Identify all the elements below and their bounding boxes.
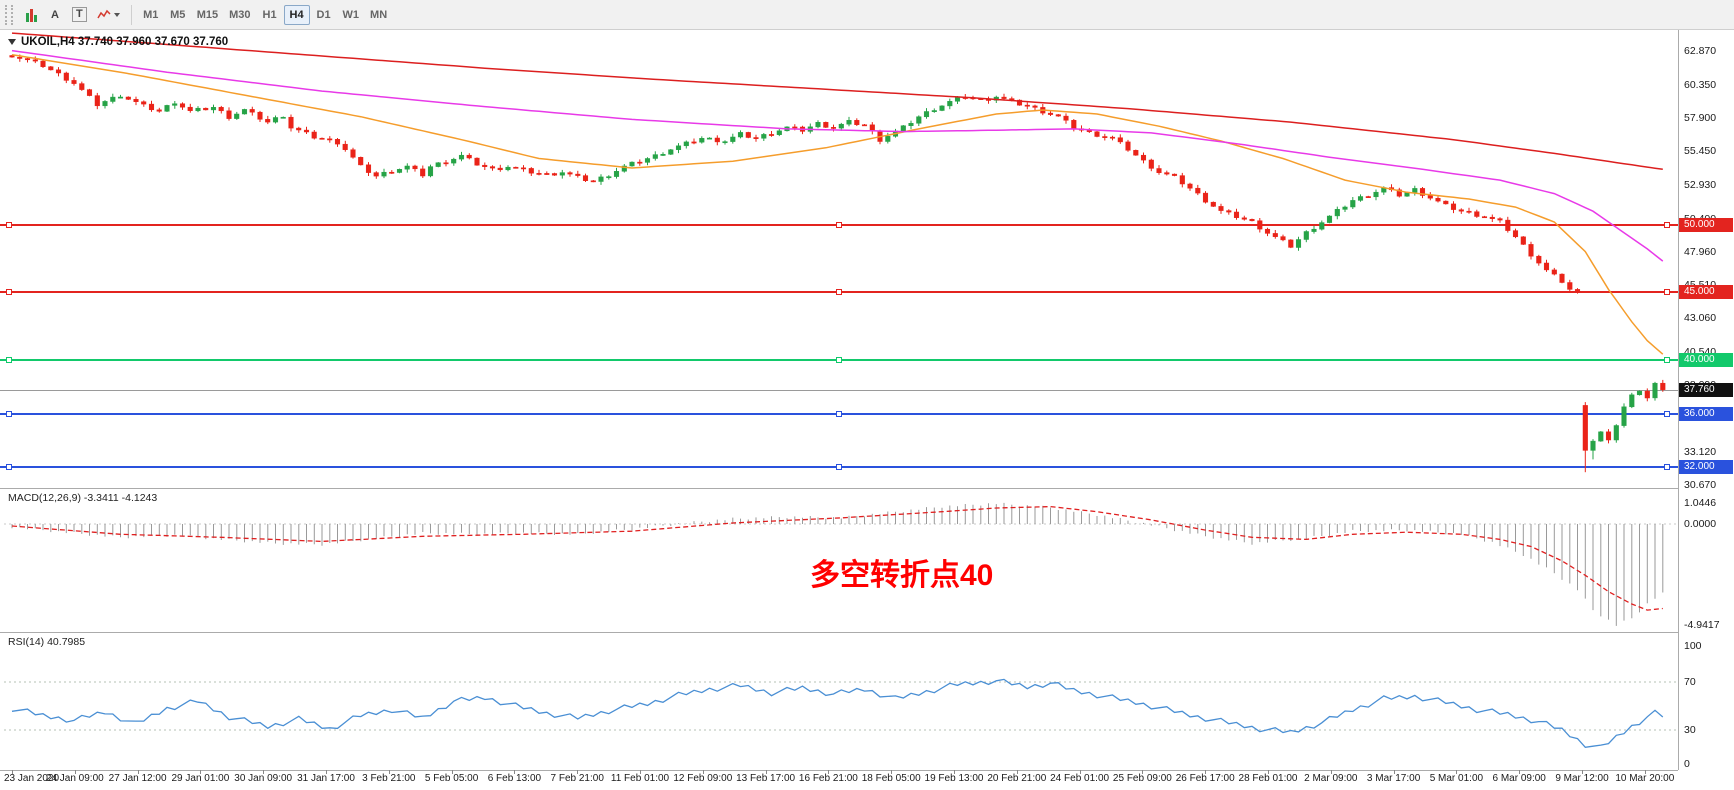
triangle-marker-icon	[8, 39, 16, 45]
macd-indicator-label: MACD(12,26,9) -3.3411 -4.1243	[8, 492, 158, 504]
chart-type-button[interactable]	[19, 4, 43, 26]
toolbar-drag-handle[interactable]	[5, 4, 13, 25]
timeframe-button-M5[interactable]: M5	[165, 5, 191, 25]
chevron-down-icon	[113, 12, 120, 17]
toolbar-separator	[130, 4, 132, 25]
text-tool-label: T	[72, 7, 87, 22]
indicators-button[interactable]	[92, 4, 125, 26]
timeframe-button-group: M1 M5 M15 M30 H1 H4 D1 W1 MN	[138, 4, 392, 25]
timeframe-button-M1[interactable]: M1	[138, 5, 164, 25]
timeframe-button-M30[interactable]: M30	[224, 5, 255, 25]
rsi-indicator-label: RSI(14) 40.7985	[8, 636, 86, 648]
symbol-ohlc-label: UKOIL,H4 37.740 37.960 37.670 37.760	[8, 36, 228, 48]
timeframe-button-H1[interactable]: H1	[257, 5, 283, 25]
panel-separator-main-macd[interactable]	[0, 488, 1678, 489]
timeframe-button-MN[interactable]: MN	[365, 5, 392, 25]
candlestick-chart-icon	[25, 8, 37, 22]
current-price-line	[0, 389, 1678, 391]
annotation-text: 多空转折点40	[810, 559, 994, 592]
price-axis-line[interactable]	[1678, 30, 1679, 770]
panel-separator-macd-rsi[interactable]	[0, 632, 1678, 633]
timeframe-button-H4[interactable]: H4	[283, 4, 310, 25]
cursor-tool-button[interactable]: A	[43, 4, 67, 26]
text-tool-button[interactable]: T	[67, 4, 92, 26]
timeframe-button-W1[interactable]: W1	[338, 5, 365, 25]
toolbar: A T M1 M5 M15 M30 H1 H4 D1 W1 MN	[0, 0, 1734, 30]
cursor-tool-label: A	[51, 8, 59, 21]
indicator-icon	[97, 9, 111, 18]
timeframe-button-D1[interactable]: D1	[311, 5, 337, 25]
timeframe-button-M15[interactable]: M15	[192, 5, 223, 25]
panel-separator-time-axis	[0, 770, 1678, 771]
symbol-ohlc-text: UKOIL,H4 37.740 37.960 37.670 37.760	[21, 36, 229, 48]
